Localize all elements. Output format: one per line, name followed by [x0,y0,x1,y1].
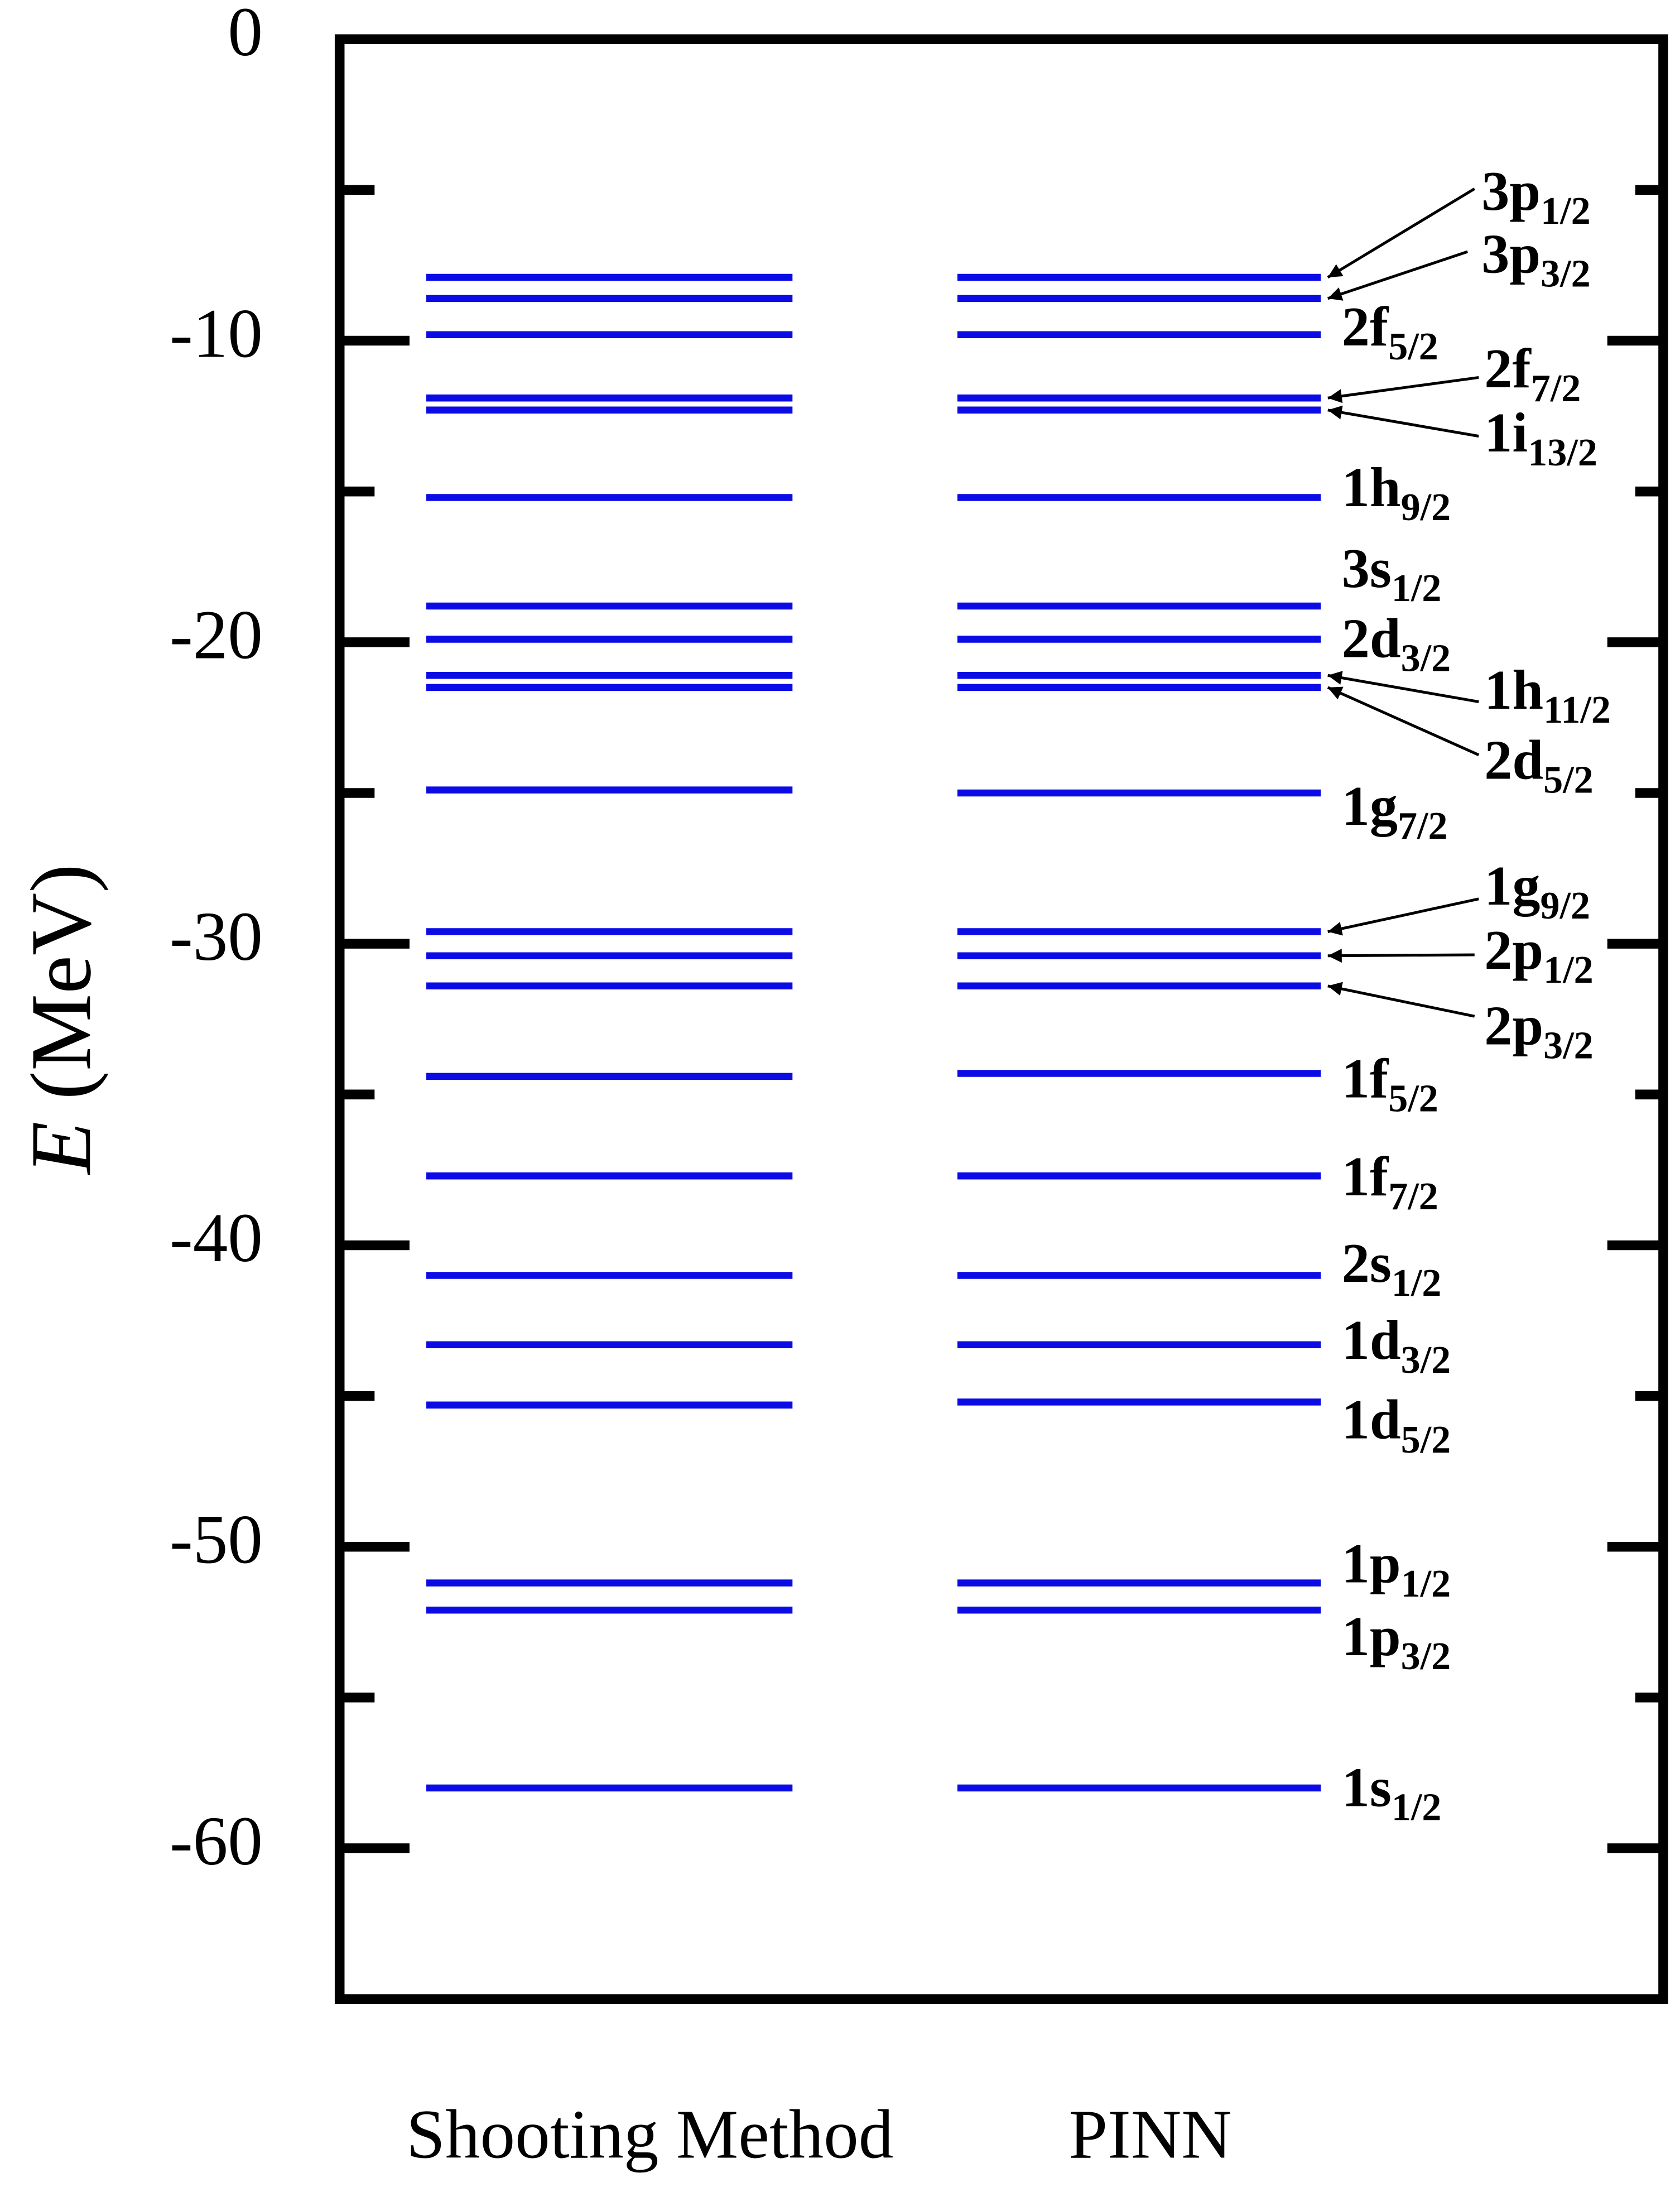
level-name: 2d [1342,607,1401,669]
label-arrow [1327,897,1479,936]
level-label: 3p3/2 [1481,223,1590,296]
level-subscript: 3/2 [1401,1339,1451,1382]
level-label: 1p3/2 [1342,1605,1451,1678]
level-label: 1f7/2 [1342,1146,1438,1218]
level-name: 1s [1342,1757,1392,1819]
level-subscript: 1/2 [1392,1262,1442,1305]
level-name: 2s [1342,1232,1392,1294]
level-subscript: 5/2 [1388,1078,1438,1121]
label-arrow [1327,982,1475,1018]
level-subscript: 3/2 [1543,1024,1594,1067]
level-label: 1i13/2 [1484,402,1597,474]
level-name: 2p [1484,994,1543,1056]
level-name: 2f [1484,338,1532,400]
level-name: 1d [1342,1309,1401,1371]
level-subscript: 11/2 [1543,689,1611,732]
level-label: 1g9/2 [1484,855,1590,927]
plot-frame [334,34,1668,2004]
level-subscript: 1/2 [1543,949,1594,992]
y-label-symbol: E [13,1121,109,1175]
y-tick-label: -20 [170,597,263,674]
level-subscript: 1/2 [1541,190,1591,233]
level-subscript: 3/2 [1401,1635,1451,1678]
level-label: 2s1/2 [1342,1232,1442,1305]
level-label: 1d5/2 [1342,1389,1451,1462]
label-arrow [1327,671,1479,704]
level-label: 1h9/2 [1342,456,1451,529]
level-label: 2d5/2 [1484,729,1593,801]
level-label: 1g7/2 [1342,775,1448,848]
level-subscript: 1/2 [1401,1563,1451,1605]
level-subscript: 5/2 [1401,1419,1451,1462]
level-subscript: 7/2 [1388,1175,1438,1218]
level-name: 2f [1342,296,1389,358]
label-arrow [1327,949,1475,963]
level-subscript: 5/2 [1388,325,1438,368]
level-name: 1f [1342,1146,1389,1208]
level-label: 1d3/2 [1342,1309,1451,1382]
level-name: 2p [1484,919,1543,981]
label-arrow [1327,376,1479,403]
label-arrow [1327,250,1469,301]
level-label: 1h11/2 [1484,659,1611,732]
level-name: 1h [1484,659,1543,721]
y-tick-label: -60 [170,1802,263,1880]
y-tick-label: 0 [228,0,263,71]
y-tick-label: -10 [170,295,263,372]
level-label: 2f5/2 [1342,296,1438,368]
level-subscript: 13/2 [1528,431,1597,474]
y-label-unit: (MeV) [13,864,109,1100]
column-label: Shooting Method [406,2095,893,2173]
level-label: 2f7/2 [1484,338,1581,410]
label-arrow [1327,188,1476,279]
level-label: 2p1/2 [1484,919,1593,992]
label-arrow [1327,686,1480,757]
label-arrow [1327,405,1479,438]
level-name: 1p [1342,1533,1401,1595]
level-subscript: 1/2 [1392,567,1442,610]
level-subscript: 3/2 [1401,637,1451,680]
level-subscript: 3/2 [1541,253,1591,296]
level-subscript: 9/2 [1401,486,1451,529]
level-name: 1h [1342,456,1401,518]
y-tick-label: -30 [170,898,263,975]
level-label: 1s1/2 [1342,1757,1442,1829]
level-label: 1f5/2 [1342,1048,1438,1121]
level-name: 1p [1342,1605,1401,1667]
level-subscript: 9/2 [1540,885,1590,927]
level-subscript: 7/2 [1531,367,1581,410]
level-name: 1g [1484,855,1540,917]
level-name: 1i [1484,402,1528,464]
y-tick-label: -50 [170,1501,263,1578]
level-subscript: 7/2 [1398,805,1448,848]
level-name: 3p [1481,160,1541,222]
level-label: 3p1/2 [1481,160,1590,233]
level-name: 1g [1342,775,1398,837]
level-label: 2p3/2 [1484,994,1593,1067]
level-label: 3s1/2 [1342,537,1442,610]
level-name: 3s [1342,537,1392,599]
level-subscript: 1/2 [1392,1786,1442,1829]
level-name: 1d [1342,1389,1401,1451]
level-name: 3p [1481,223,1541,285]
column-label: PINN [1068,2095,1231,2173]
y-axis-label: E (MeV) [13,864,109,1175]
level-subscript: 5/2 [1543,758,1594,801]
y-tick-label: -40 [170,1199,263,1277]
level-name: 2d [1484,729,1543,791]
level-name: 1f [1342,1048,1389,1110]
level-label: 2d3/2 [1342,607,1451,680]
level-label: 1p1/2 [1342,1533,1451,1605]
